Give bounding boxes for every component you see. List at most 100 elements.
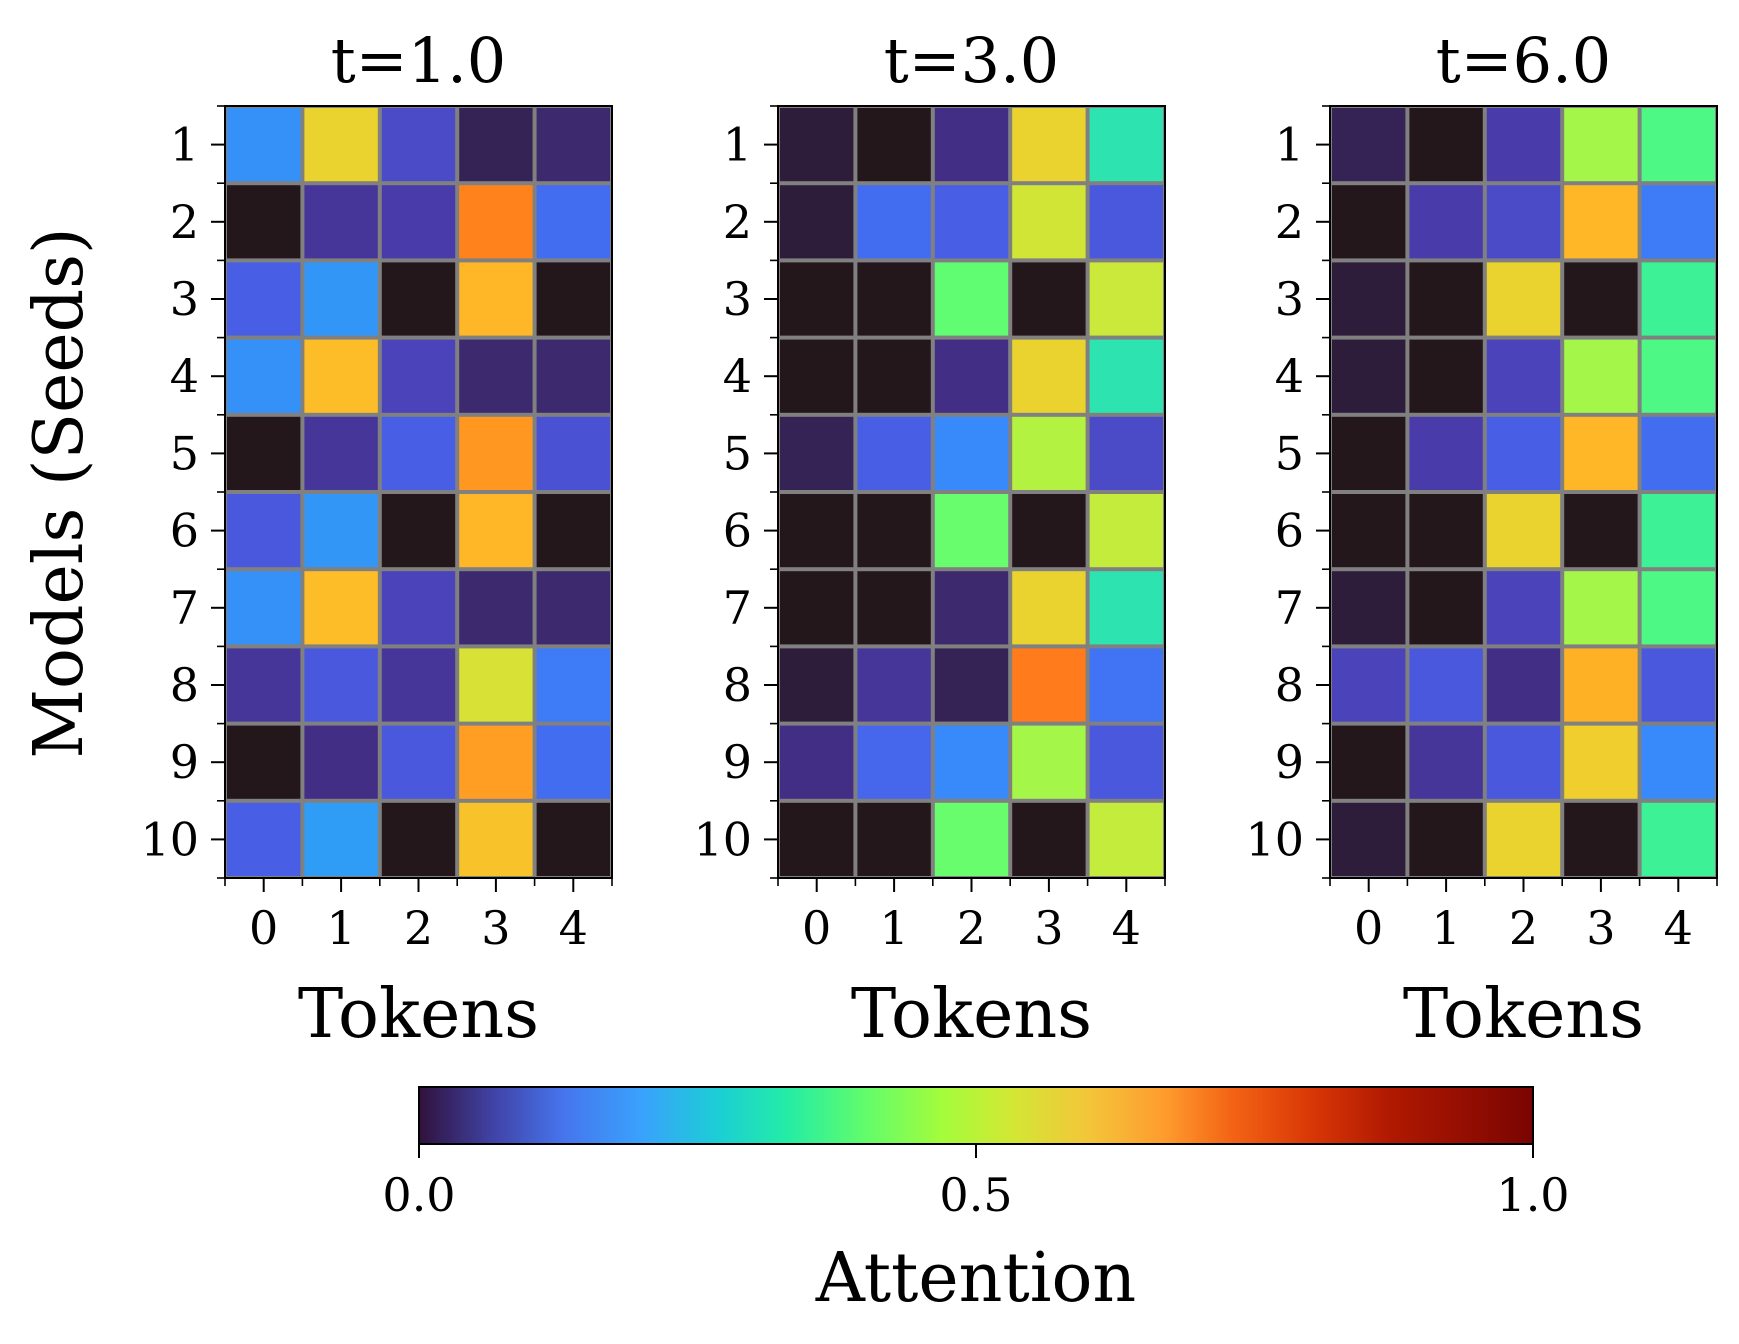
heatmap-cell — [1409, 108, 1483, 182]
heatmap-cell — [536, 262, 610, 336]
y-tick-label: 8 — [1275, 658, 1304, 712]
y-tick-label: 2 — [170, 195, 199, 249]
y-tick-label: 4 — [1275, 349, 1304, 403]
heatmap-cell — [1089, 725, 1163, 799]
heatmap-cell — [934, 494, 1009, 568]
heatmap-cell — [934, 262, 1009, 336]
x-tick-label: 2 — [1509, 901, 1538, 955]
heatmap-cell — [227, 725, 301, 799]
x-axis-label: Tokens — [851, 975, 1092, 1054]
heatmap-cell — [459, 108, 533, 182]
heatmap-cell — [934, 108, 1009, 182]
x-tick-label: 1 — [326, 901, 355, 955]
colorbar-tick-label: 0.5 — [939, 1168, 1012, 1222]
heatmap-cell — [1089, 494, 1163, 568]
y-tick-label: 7 — [1275, 581, 1304, 635]
heatmap-cell — [1012, 571, 1086, 645]
y-tick-label: 9 — [723, 735, 752, 789]
panel-title: t=6.0 — [1436, 24, 1611, 97]
heatmap-cell — [1641, 185, 1715, 259]
heatmap-cell — [1089, 802, 1163, 876]
heatmap-cell — [459, 648, 533, 722]
heatmap-cell — [1564, 648, 1638, 722]
heatmap-cell — [1332, 494, 1406, 568]
heatmap-cell — [780, 648, 854, 722]
heatmap-cell — [536, 648, 610, 722]
panel-title: t=1.0 — [331, 24, 506, 97]
x-tick-label: 0 — [1354, 901, 1383, 955]
x-tick-label: 1 — [879, 901, 908, 955]
heatmap-cell — [934, 725, 1009, 799]
heatmap-cell — [1012, 725, 1086, 799]
colorbar-label: Attention — [815, 1239, 1136, 1318]
y-tick-label: 10 — [693, 812, 752, 866]
heatmap-cell — [1332, 339, 1406, 413]
heatmap-cell — [1409, 416, 1483, 490]
heatmap-cell — [536, 339, 610, 413]
heatmap-cell — [780, 416, 854, 490]
heatmap-cell — [857, 339, 931, 413]
y-tick-label: 6 — [723, 504, 752, 558]
y-tick-label: 8 — [170, 658, 199, 712]
y-tick-label: 3 — [170, 272, 199, 326]
heatmap-cell — [780, 108, 854, 182]
x-axis-label: Tokens — [298, 975, 539, 1054]
y-tick-label: 8 — [723, 658, 752, 712]
heatmap-cell — [1012, 108, 1086, 182]
x-tick-label: 4 — [559, 901, 588, 955]
heatmap-cell — [304, 416, 378, 490]
y-tick-label: 9 — [1275, 735, 1304, 789]
heatmap-cell — [459, 494, 533, 568]
heatmap-cell — [536, 416, 610, 490]
heatmap-cell — [934, 416, 1009, 490]
y-tick-label: 10 — [1245, 812, 1304, 866]
x-tick-label: 0 — [249, 901, 278, 955]
x-tick-label: 3 — [1034, 901, 1063, 955]
heatmap-cell — [1641, 108, 1715, 182]
heatmap-cell — [1332, 571, 1406, 645]
heatmap-cell — [1486, 571, 1561, 645]
heatmap-cell — [1332, 185, 1406, 259]
heatmap-cell — [1564, 262, 1638, 336]
heatmap-cell — [857, 262, 931, 336]
x-tick-label: 0 — [802, 901, 831, 955]
y-tick-label: 5 — [1275, 426, 1304, 480]
heatmap-cell — [780, 725, 854, 799]
heatmap-cell — [934, 185, 1009, 259]
heatmap-cell — [227, 339, 301, 413]
heatmap-cell — [1409, 494, 1483, 568]
y-tick-label: 5 — [170, 426, 199, 480]
x-tick-label: 1 — [1431, 901, 1460, 955]
heatmap-cell — [780, 339, 854, 413]
heatmap-cell — [1641, 494, 1715, 568]
heatmap-cell — [1409, 802, 1483, 876]
heatmap-cell — [1641, 571, 1715, 645]
heatmap-cell — [1089, 185, 1163, 259]
heatmap-cell — [1409, 185, 1483, 259]
heatmap-cell — [1409, 725, 1483, 799]
y-tick-label: 3 — [723, 272, 752, 326]
heatmap-cell — [304, 494, 378, 568]
heatmap-cell — [304, 339, 378, 413]
colorbar-tick-label: 0.0 — [382, 1168, 455, 1222]
heatmap-cell — [1641, 802, 1715, 876]
x-tick-label: 3 — [1586, 901, 1615, 955]
heatmap-cell — [1486, 262, 1561, 336]
x-tick-label: 4 — [1112, 901, 1141, 955]
heatmap-cell — [1564, 494, 1638, 568]
y-tick-label: 1 — [1275, 118, 1304, 172]
heatmap-cell — [1012, 802, 1086, 876]
heatmap-cell — [780, 571, 854, 645]
y-tick-label: 5 — [723, 426, 752, 480]
heatmap-cell — [780, 185, 854, 259]
heatmap-cell — [1012, 262, 1086, 336]
x-tick-label: 2 — [957, 901, 986, 955]
heatmap-cell — [536, 108, 610, 182]
heatmap-cell — [381, 108, 456, 182]
heatmap-cell — [304, 648, 378, 722]
heatmap-cell — [857, 648, 931, 722]
heatmap-cell — [934, 648, 1009, 722]
heatmap-cell — [1564, 185, 1638, 259]
heatmap-cell — [381, 648, 456, 722]
